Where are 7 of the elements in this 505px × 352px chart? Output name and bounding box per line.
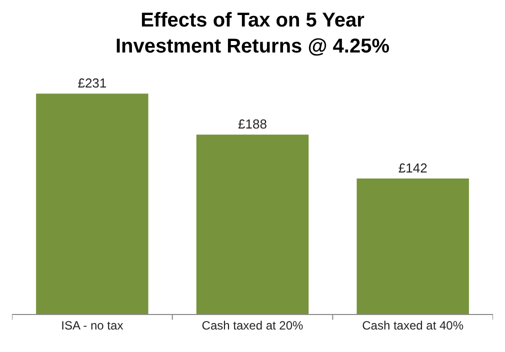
x-tick-label: ISA - no tax	[61, 318, 124, 332]
data-label: £142	[398, 160, 428, 176]
x-tick-label: Cash taxed at 20%	[202, 318, 304, 332]
data-label: £188	[238, 116, 267, 132]
data-label: £231	[78, 76, 107, 91]
x-tick-label: Cash taxed at 40%	[362, 318, 464, 332]
chart-title: Effects of Tax on 5 Year Investment Returns @ 4.25%	[115, 9, 390, 58]
